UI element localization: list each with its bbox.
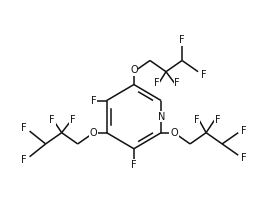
Text: F: F	[154, 78, 159, 88]
Text: O: O	[90, 128, 98, 138]
Text: F: F	[91, 96, 96, 106]
Text: F: F	[194, 115, 199, 125]
Text: F: F	[70, 115, 76, 125]
Text: F: F	[21, 123, 26, 133]
Text: F: F	[215, 115, 220, 125]
Text: F: F	[241, 126, 247, 136]
Text: O: O	[170, 128, 178, 138]
Text: F: F	[241, 153, 247, 163]
Text: N: N	[158, 112, 165, 122]
Text: F: F	[175, 78, 180, 88]
Text: F: F	[179, 35, 185, 45]
Text: F: F	[131, 160, 137, 170]
Text: F: F	[201, 70, 207, 80]
Text: F: F	[21, 155, 26, 165]
Text: F: F	[49, 115, 55, 125]
Text: O: O	[130, 65, 138, 75]
